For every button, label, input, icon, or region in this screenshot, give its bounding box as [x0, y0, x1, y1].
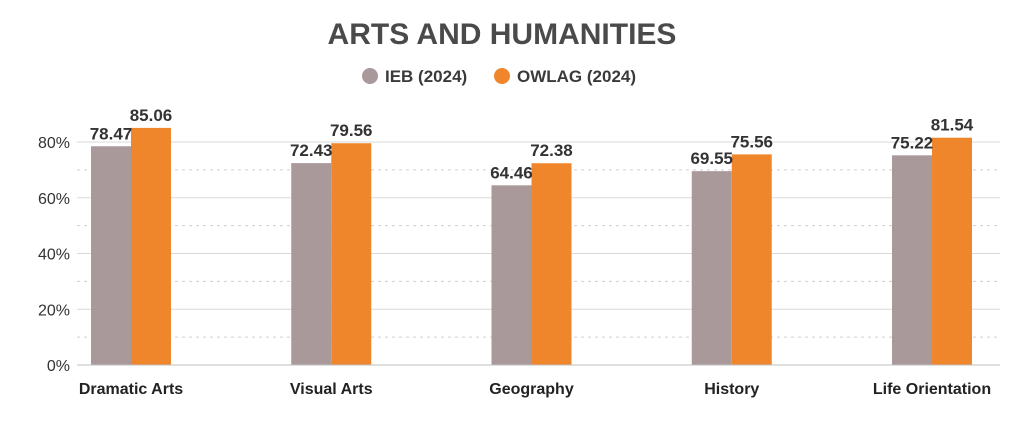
- bar-history-owlag-2024: [731, 154, 772, 365]
- legend-label-ieb: IEB (2024): [385, 67, 467, 86]
- data-label-visual-arts-owlag-2024: 79.56: [330, 121, 373, 140]
- data-label-history-owlag-2024: 75.56: [730, 132, 773, 151]
- bars: [91, 127, 972, 365]
- y-tick-label: 0%: [47, 358, 70, 375]
- y-tick-label: 60%: [38, 191, 70, 208]
- bar-dramatic-arts-ieb-2024: [91, 146, 131, 365]
- bar-geography-ieb-2024: [491, 185, 532, 365]
- legend-label-owlag: OWLAG (2024): [517, 67, 636, 86]
- bar-life-orientation-owlag-2024: [932, 137, 972, 365]
- bar-geography-owlag-2024: [531, 163, 572, 365]
- data-label-visual-arts-ieb-2024: 72.43: [290, 141, 333, 160]
- data-label-history-ieb-2024: 69.55: [690, 149, 733, 168]
- data-label-geography-owlag-2024: 72.38: [530, 141, 573, 160]
- bar-visual-arts-owlag-2024: [331, 143, 372, 365]
- y-tick-label: 80%: [38, 135, 70, 152]
- legend: IEB (2024) OWLAG (2024): [362, 67, 636, 86]
- category-label-geography: Geography: [489, 381, 574, 398]
- category-label-visual-arts: Visual Arts: [290, 381, 373, 398]
- y-axis-ticks: 0% 20% 40% 60% 80%: [38, 135, 70, 375]
- data-label-dramatic-arts-ieb-2024: 78.47: [90, 124, 133, 143]
- bar-life-orientation-ieb-2024: [892, 155, 932, 365]
- legend-swatch-ieb: [362, 68, 378, 84]
- y-tick-label: 20%: [38, 302, 70, 319]
- data-label-dramatic-arts-owlag-2024: 85.06: [130, 106, 173, 125]
- data-label-life-orientation-owlag-2024: 81.54: [931, 116, 974, 135]
- legend-swatch-owlag: [494, 68, 510, 84]
- category-label-life-orientation: Life Orientation: [873, 381, 991, 398]
- x-axis-categories: Dramatic Arts Visual Arts Geography History…: [79, 381, 991, 398]
- data-label-geography-ieb-2024: 64.46: [490, 163, 533, 182]
- bar-history-ieb-2024: [691, 171, 732, 365]
- bar-dramatic-arts-owlag-2024: [131, 127, 171, 365]
- data-label-life-orientation-ieb-2024: 75.22: [891, 133, 934, 152]
- category-label-history: History: [704, 381, 759, 398]
- y-tick-label: 40%: [38, 247, 70, 264]
- bar-visual-arts-ieb-2024: [291, 163, 332, 365]
- category-label-dramatic-arts: Dramatic Arts: [79, 381, 183, 398]
- chart-title: ARTS AND HUMANITIES: [328, 18, 677, 51]
